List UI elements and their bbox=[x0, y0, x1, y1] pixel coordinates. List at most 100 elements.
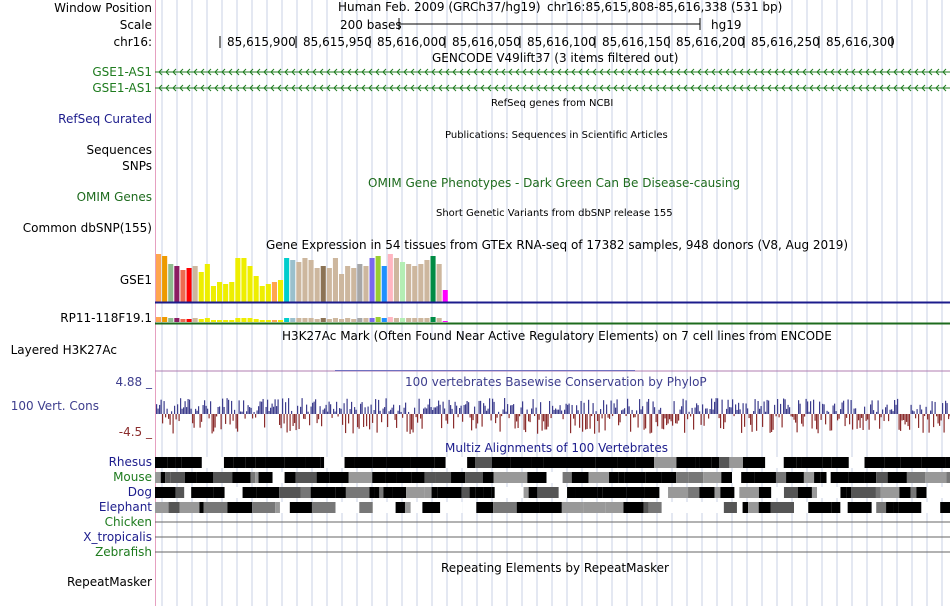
gencode-strand-arrow bbox=[725, 84, 730, 92]
multiz-block bbox=[814, 472, 821, 483]
gencode-strand-arrow bbox=[830, 84, 835, 92]
multiz-block bbox=[742, 502, 749, 513]
gtex-gene-label-rp11[interactable]: RP11-118F19.1 bbox=[60, 311, 152, 325]
phylop-bar bbox=[264, 414, 266, 428]
gencode-strand-arrow bbox=[459, 84, 464, 92]
multiz-species-label[interactable]: Zebrafish bbox=[95, 545, 152, 559]
gencode-item-label-2[interactable]: GSE1-AS1 bbox=[92, 81, 152, 95]
multiz-block bbox=[783, 487, 798, 498]
multiz-track-title[interactable]: Multiz Alignments of 100 Vertebrates bbox=[445, 441, 669, 455]
phylop-bar bbox=[862, 414, 864, 430]
phylop-bar bbox=[382, 408, 384, 414]
pubs-track-title[interactable]: Publications: Sequences in Scientific Ar… bbox=[445, 130, 668, 141]
multiz-block bbox=[272, 472, 285, 483]
multiz-block bbox=[814, 457, 823, 468]
multiz-block bbox=[826, 472, 831, 483]
refseq-track-label[interactable]: RefSeq Curated bbox=[58, 112, 152, 126]
phylop-bar bbox=[526, 409, 528, 414]
phylop-bar bbox=[370, 404, 372, 414]
gencode-track-title[interactable]: GENCODE V49lift37 (3 items filtered out) bbox=[432, 51, 679, 65]
gencode-strand-arrow bbox=[207, 84, 212, 92]
gencode-strand-arrow bbox=[284, 68, 289, 76]
gencode-strand-arrow bbox=[907, 68, 912, 76]
refseq-track-title[interactable]: RefSeq genes from NCBI bbox=[491, 98, 614, 109]
phylop-bar bbox=[517, 414, 519, 428]
gencode-strand-arrow bbox=[788, 84, 793, 92]
phylop-bar bbox=[703, 414, 705, 426]
multiz-block bbox=[168, 502, 180, 513]
multiz-species-label[interactable]: Mouse bbox=[113, 470, 152, 484]
rmsk-track-label[interactable]: RepeatMasker bbox=[66, 575, 152, 589]
gencode-strand-arrow bbox=[305, 68, 310, 76]
phylop-bar bbox=[207, 408, 209, 414]
h3k27ac-track-label[interactable]: Layered H3K27Ac bbox=[10, 343, 117, 357]
phylop-bar bbox=[645, 414, 647, 429]
phylop-bar bbox=[459, 408, 461, 414]
multiz-species-label[interactable]: Elephant bbox=[98, 500, 152, 514]
phylop-bar bbox=[450, 405, 452, 414]
phylop-bar bbox=[913, 411, 915, 414]
phylop-bar bbox=[252, 414, 254, 419]
phylop-bar bbox=[808, 411, 810, 414]
gtex-track-title[interactable]: Gene Expression in 54 tissues from GTEx … bbox=[266, 238, 849, 252]
dbsnp-track-title[interactable]: Short Genetic Variants from dbSNP releas… bbox=[436, 208, 673, 219]
multiz-block bbox=[645, 472, 662, 483]
multiz-block bbox=[482, 472, 494, 483]
gtex-gene-label-gse1[interactable]: GSE1 bbox=[119, 273, 152, 287]
multiz-block bbox=[320, 457, 325, 468]
phylop-bar bbox=[615, 407, 617, 414]
multiz-block bbox=[654, 457, 677, 468]
phylop-bar bbox=[355, 409, 357, 414]
gtex-bar-small bbox=[241, 318, 247, 322]
phylop-bar bbox=[835, 411, 837, 414]
multiz-block bbox=[886, 502, 894, 513]
gencode-strand-arrow bbox=[823, 68, 828, 76]
track-area[interactable]: Human Feb. 2009 (GRCh37/hg19) chr16:85,6… bbox=[155, 0, 950, 606]
phylop-bar bbox=[793, 414, 795, 420]
gtex-bar-small bbox=[284, 318, 290, 322]
rmsk-track-title[interactable]: Repeating Elements by RepeatMasker bbox=[441, 561, 669, 575]
window-position-label: Window Position bbox=[54, 1, 152, 15]
phylop-bar bbox=[541, 414, 543, 431]
phylop-track-label[interactable]: 100 Vert. Cons bbox=[10, 399, 99, 413]
multiz-species-label[interactable]: Rhesus bbox=[108, 455, 152, 469]
phylop-bar bbox=[697, 405, 699, 414]
phylop-bar bbox=[273, 406, 275, 414]
phylop-track-title[interactable]: 100 vertebrates Basewise Conservation by… bbox=[405, 375, 707, 389]
phylop-bar bbox=[873, 410, 875, 414]
h3k27ac-track-title[interactable]: H3K27Ac Mark (Often Found Near Active Re… bbox=[282, 329, 832, 343]
gencode-strand-arrow bbox=[382, 68, 387, 76]
phylop-bar bbox=[535, 407, 537, 414]
phylop-bar bbox=[852, 414, 854, 430]
phylop-bar bbox=[574, 414, 576, 426]
multiz-species-label[interactable]: Dog bbox=[127, 485, 152, 499]
multiz-species-label[interactable]: Chicken bbox=[104, 515, 152, 529]
omim-track-label[interactable]: OMIM Genes bbox=[76, 190, 152, 204]
phylop-bar bbox=[693, 414, 695, 430]
gencode-strand-arrow bbox=[921, 84, 926, 92]
phylop-bar bbox=[216, 414, 218, 417]
gencode-strand-arrow bbox=[312, 68, 317, 76]
multiz-block bbox=[233, 457, 246, 468]
multiz-block bbox=[831, 457, 849, 468]
phylop-bar bbox=[393, 404, 395, 414]
gencode-item-label-1[interactable]: GSE1-AS1 bbox=[92, 65, 152, 79]
pubs-track-label-snps[interactable]: SNPs bbox=[122, 159, 152, 173]
phylop-bar bbox=[646, 401, 648, 414]
gencode-strand-arrow bbox=[536, 84, 541, 92]
phylop-bar bbox=[700, 414, 702, 425]
ruler-tick: 85,615,900 bbox=[227, 35, 296, 49]
gtex-bar-small bbox=[186, 319, 192, 322]
phylop-bar bbox=[772, 414, 774, 430]
omim-track-title[interactable]: OMIM Gene Phenotypes - Dark Green Can Be… bbox=[368, 176, 741, 190]
multiz-species-label[interactable]: X_tropicalis bbox=[83, 530, 152, 544]
gencode-strand-arrow bbox=[263, 84, 268, 92]
dbsnp-track-label[interactable]: Common dbSNP(155) bbox=[22, 221, 152, 235]
phylop-bar bbox=[759, 408, 761, 414]
phylop-bar bbox=[706, 408, 708, 414]
phylop-bar bbox=[855, 408, 857, 414]
multiz-block bbox=[936, 487, 950, 498]
phylop-bar bbox=[331, 414, 333, 418]
pubs-track-label-sequences[interactable]: Sequences bbox=[86, 143, 152, 157]
phylop-bar bbox=[249, 407, 251, 414]
